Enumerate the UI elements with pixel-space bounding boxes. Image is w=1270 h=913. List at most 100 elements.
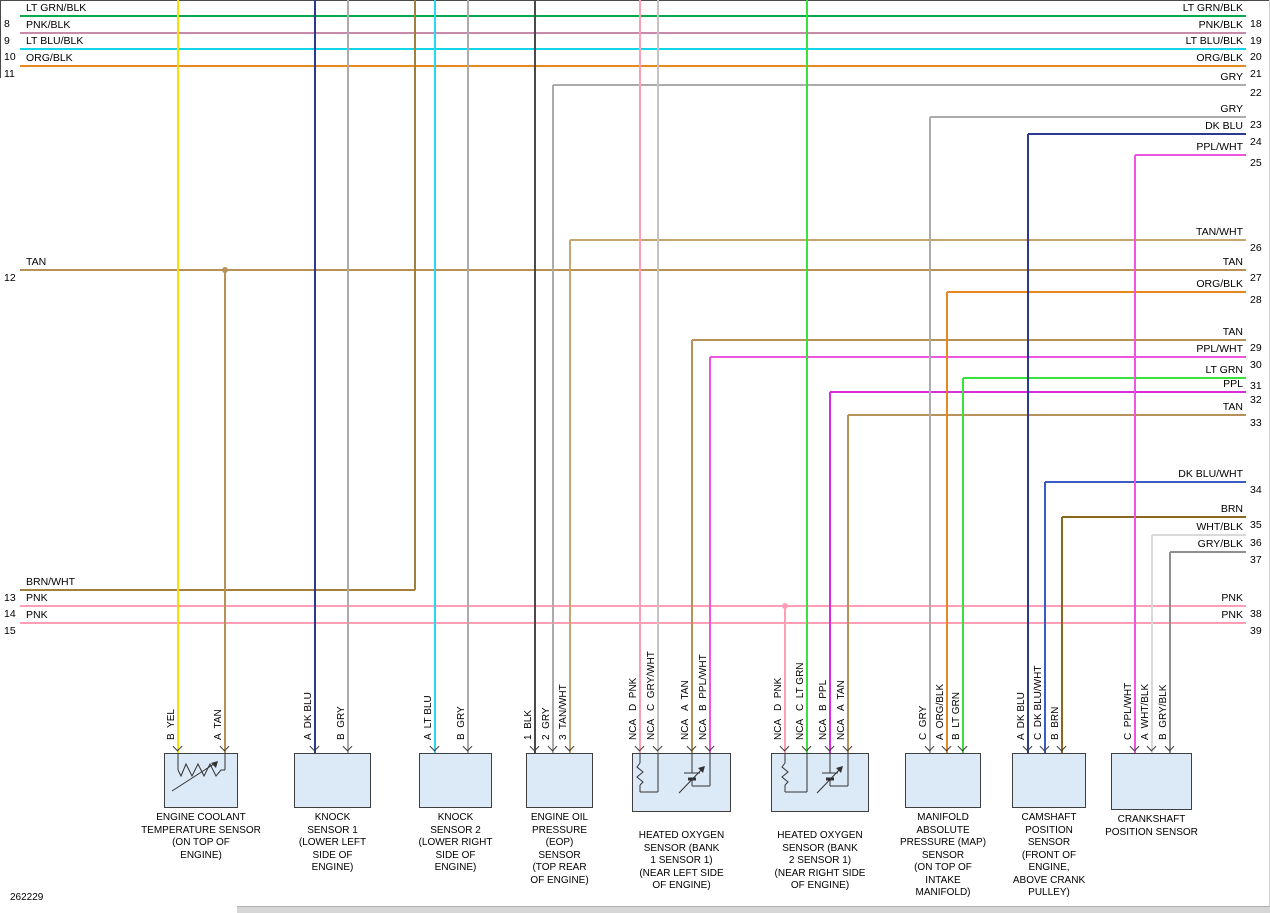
wire-number-left-9: 9 [4,35,10,47]
wire-number-left-11: 11 [4,68,15,80]
wire-name-right-39: PNK [1221,609,1243,621]
wire-tan-row-29 [692,339,1246,341]
map-pin-2-connector-icon [941,741,952,752]
wire-name-left-10: LT BLU/BLK [26,35,84,47]
wire-lt-blu-blk-row-10 [20,48,1246,50]
knock1-box [294,753,371,808]
wire-gry-blk-row-37 [1170,551,1246,553]
ho2s-bank2-pin-2-connector-icon [801,741,812,752]
wire-name-right-33: TAN [1222,401,1243,413]
knock1-pin-2-connector-icon [342,741,353,752]
ho2s-bank2-symbol-icon [781,753,849,794]
wire-brn-row-35 [1062,516,1246,518]
wire-number-right-35: 35 [1250,519,1262,531]
ho2s-bank1-pin-3-nca-label: NCA [680,718,691,740]
eop-pin-1-connector-icon [529,741,540,752]
knock2-pin-1-label: A LT BLU [423,695,434,740]
wire-name-right-34: DK BLU/WHT [1178,468,1243,480]
ect-symbol-icon [171,753,226,792]
knock2-label: KNOCK SENSOR 2 (LOWER RIGHT SIDE OF ENGINE) [418,812,493,873]
camshaft-pin-3-connector-icon [1056,741,1067,752]
wire-wht-blk-vertical-1152 [1151,535,1153,753]
camshaft-pin-3-label: B BRN [1050,706,1061,740]
wire-name-right-28: ORG/BLK [1196,278,1243,290]
wire-number-right-20: 20 [1250,51,1262,63]
ho2s-bank2-pin-3-connector-icon [824,741,835,752]
wire-name-right-35: BRN [1220,503,1243,515]
ect-pin-2-label: A TAN [213,709,224,740]
crankshaft-pin-1-label: C PPL/WHT [1123,682,1134,740]
wire-pnk-row-14 [20,605,1246,607]
wire-name-right-24: DK BLU [1205,120,1243,132]
wire-dk-blu-wht-row-34 [1045,481,1246,483]
wire-number-left-13: 13 [4,592,16,604]
diagram-code: 262229 [10,892,44,903]
wire-tan-row-12 [20,269,1246,271]
wire-gry-row-23 [930,116,1246,118]
wire-number-right-36: 36 [1250,537,1262,549]
wire-number-right-22: 22 [1250,87,1262,99]
wire-org-blk-row-11 [20,65,1246,67]
wire-lt-blu-vertical-435 [434,0,436,753]
eop-pin-1-label: 1 BLK [523,709,534,740]
ho2s-bank1-pin-4-nca-label: NCA [698,718,709,740]
knock2-pin-2-label: B GRY [456,706,467,740]
wire-ppl-wht-vertical-710 [709,357,711,753]
ho2s-bank1-pin-1-label: D PNK [628,677,639,711]
ho2s-bank1-pin-2-connector-icon [652,741,663,752]
wire-wht-blk-row-36 [1152,534,1246,536]
ho2s-bank1-pin-3-connector-icon [686,741,697,752]
wire-name-left-15: PNK [26,609,48,621]
wire-number-left-14: 14 [4,608,16,620]
wire-pnk-vertical-785 [784,606,786,753]
wire-name-right-29: TAN [1222,326,1243,338]
camshaft-box [1012,753,1086,808]
ect-label: ENGINE COOLANT TEMPERATURE SENSOR (ON TOP … [141,812,261,861]
crankshaft-pin-1-connector-icon [1129,741,1140,752]
map-pin-3-connector-icon [957,741,968,752]
horizontal-scrollbar-track[interactable] [237,906,1270,913]
wire-tan-vertical-225 [224,270,226,753]
wire-name-right-37: GRY/BLK [1197,538,1243,550]
wire-lt-grn-blk-row-8 [20,15,1246,17]
ho2s-bank1-pin-4-connector-icon [704,741,715,752]
eop-pin-3-connector-icon [564,741,575,752]
wire-name-right-23: GRY [1220,103,1243,115]
ho2s-bank2-label: HEATED OXYGEN SENSOR (BANK 2 SENSOR 1) (NEA… [774,830,866,891]
wire-gry-vertical-553 [552,85,554,753]
wire-name-left-14: PNK [26,592,48,604]
wire-number-right-26: 26 [1250,242,1262,254]
wire-blk-vertical-535 [534,0,536,753]
wire-name-right-25: PPL/WHT [1196,141,1243,153]
wire-name-left-8: LT GRN/BLK [26,2,87,14]
wire-pnk-vertical-640 [639,0,641,753]
wire-number-right-21: 21 [1250,68,1262,80]
wire-number-right-19: 19 [1250,35,1262,47]
wire-number-right-30: 30 [1250,359,1262,371]
wire-number-left-8: 8 [4,18,10,30]
ho2s-bank2-pin-1-nca-label: NCA [773,718,784,740]
wire-tan-wht-vertical-570 [569,240,571,753]
wire-name-right-27: TAN [1222,256,1243,268]
wire-ppl-wht-vertical-1135 [1134,155,1136,753]
wire-ppl-vertical-830 [829,392,831,753]
wire-number-right-31: 31 [1250,380,1262,392]
wire-name-right-38: PNK [1221,592,1243,604]
wire-name-left-11: ORG/BLK [26,52,73,64]
wire-number-right-34: 34 [1250,484,1262,496]
knock2-pin-2-connector-icon [462,741,473,752]
wire-number-right-27: 27 [1250,272,1262,284]
wire-name-right-30: PPL/WHT [1196,343,1243,355]
wire-brn-vertical-1062 [1061,517,1063,753]
wire-brn-wht-row-13 [20,589,415,591]
knock1-pin-2-label: B GRY [336,706,347,740]
wire-name-right-36: WHT/BLK [1196,521,1243,533]
wire-number-right-28: 28 [1250,294,1262,306]
ect-pin-2-connector-icon [219,741,230,752]
ho2s-bank1-pin-3-label: A TAN [680,680,691,711]
eop-pin-2-connector-icon [547,741,558,752]
wire-tan-row-33 [848,414,1246,416]
ho2s-bank1-symbol-icon [636,753,711,794]
wire-gry-row-22 [553,84,1246,86]
ho2s-bank2-pin-4-nca-label: NCA [836,718,847,740]
